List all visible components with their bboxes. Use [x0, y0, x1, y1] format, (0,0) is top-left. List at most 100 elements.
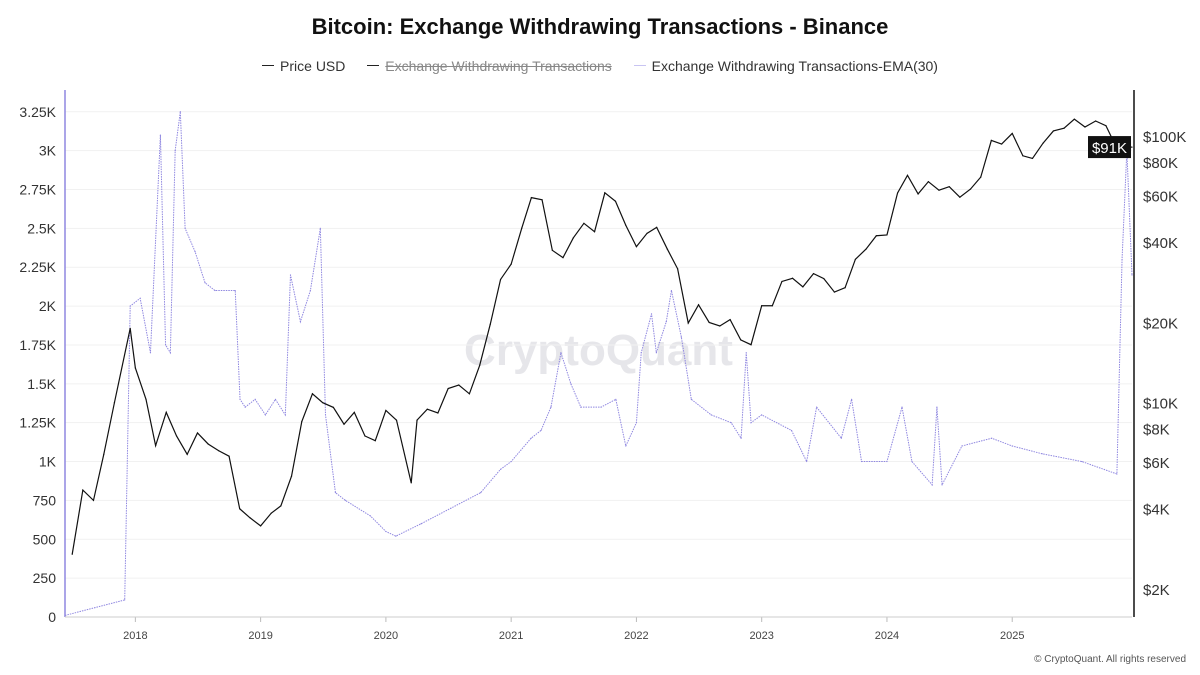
ema-point	[184, 227, 186, 229]
x-tick-label: 2019	[248, 630, 272, 642]
price-point	[614, 200, 617, 202]
price-point	[113, 402, 116, 404]
ema-point	[730, 422, 732, 424]
price-point	[572, 237, 574, 239]
ema-point	[635, 422, 638, 424]
price-point	[1063, 127, 1065, 129]
price-point	[145, 398, 147, 400]
ema-point	[1041, 453, 1043, 455]
y-right-tick-label: $6K	[1143, 455, 1170, 472]
price-point	[771, 305, 773, 307]
ema-point	[851, 398, 853, 400]
ema-point	[740, 437, 742, 439]
ema-point	[761, 414, 763, 416]
ema-point	[179, 111, 181, 113]
ema-point	[204, 282, 206, 284]
ema-point	[129, 305, 131, 307]
y-left-tick-label: 1.5K	[27, 376, 56, 392]
price-point	[249, 517, 251, 519]
price-point	[593, 231, 596, 233]
price-point	[812, 273, 815, 275]
y-left-tick-label: 2.75K	[19, 181, 56, 197]
ema-point	[1116, 473, 1118, 475]
ema-point	[840, 437, 842, 439]
price-point	[740, 339, 742, 341]
legend-label: Exchange Withdrawing Transactions	[385, 57, 612, 74]
ema-point	[941, 484, 943, 486]
ema-point	[244, 406, 246, 408]
price-point	[530, 197, 533, 199]
ema-point	[234, 289, 236, 292]
price-point	[896, 192, 899, 194]
legend-swatch	[262, 65, 275, 66]
price-point	[521, 227, 523, 229]
ema-point	[480, 492, 482, 494]
ema-point	[1131, 274, 1133, 276]
price-point	[290, 475, 293, 477]
ema-point	[139, 297, 141, 299]
price-point	[437, 412, 439, 414]
price-point	[1073, 118, 1075, 120]
price-point	[426, 408, 428, 410]
ema-point	[550, 406, 552, 408]
ema-point	[816, 406, 818, 408]
price-point	[583, 222, 585, 224]
price-point	[886, 234, 888, 236]
y-left-tick-label: 0	[48, 609, 56, 625]
y-left-tick-label: 2.5K	[27, 220, 56, 236]
ema-point	[274, 398, 276, 400]
legend-item-price[interactable]: Price USD	[262, 58, 345, 74]
price-point	[1052, 130, 1055, 132]
x-tick-label: 2024	[875, 630, 899, 642]
price-point	[906, 174, 909, 176]
price-point	[959, 196, 961, 198]
ema-point	[860, 460, 863, 463]
price-point	[833, 291, 836, 293]
y-right-tick-label: $40K	[1143, 235, 1178, 252]
ema-point	[254, 398, 256, 400]
ema-point	[650, 313, 653, 315]
ema-point	[961, 445, 963, 447]
price-point	[1011, 132, 1013, 135]
price-point	[228, 455, 230, 457]
ema-series-line	[64, 111, 1133, 616]
price-point	[410, 482, 412, 484]
price-point	[625, 224, 627, 226]
ema-point	[369, 515, 372, 517]
legend-item-withdrawing-transactions[interactable]: Exchange Withdrawing Transactions	[367, 57, 612, 74]
y-right-tick-label: $80K	[1143, 155, 1178, 172]
ema-point	[936, 406, 938, 408]
price-point	[218, 450, 220, 452]
ema-point	[640, 352, 642, 354]
ema-point	[670, 289, 673, 292]
ema-point	[214, 289, 216, 292]
price-point	[646, 232, 648, 234]
ema-point	[510, 460, 512, 463]
price-point	[677, 268, 679, 270]
current-price-label: $91K	[1092, 140, 1127, 157]
price-point	[322, 402, 324, 404]
legend-item-ema[interactable]: Exchange Withdrawing Transactions-EMA(30…	[633, 58, 938, 74]
price-point	[82, 489, 84, 491]
y-right-tick-label: $10K	[1143, 396, 1178, 413]
y-left-tick-label: 1K	[39, 454, 57, 470]
price-point	[510, 263, 512, 265]
price-point	[165, 411, 167, 413]
price-point	[541, 199, 543, 201]
ema-point	[750, 422, 752, 424]
legend-swatch	[633, 65, 646, 66]
price-point	[844, 287, 846, 289]
price-point	[207, 443, 209, 445]
ema-point	[420, 523, 422, 525]
price-point	[697, 304, 700, 306]
price-point	[280, 505, 282, 507]
price-point	[1095, 120, 1097, 122]
price-point	[1105, 125, 1107, 127]
ema-point	[625, 445, 627, 447]
price-point	[301, 420, 303, 423]
y-left-tick-label: 3K	[39, 143, 57, 159]
price-point	[854, 258, 856, 260]
price-point	[687, 322, 689, 324]
ema-point	[690, 398, 692, 400]
price-point	[260, 525, 262, 527]
